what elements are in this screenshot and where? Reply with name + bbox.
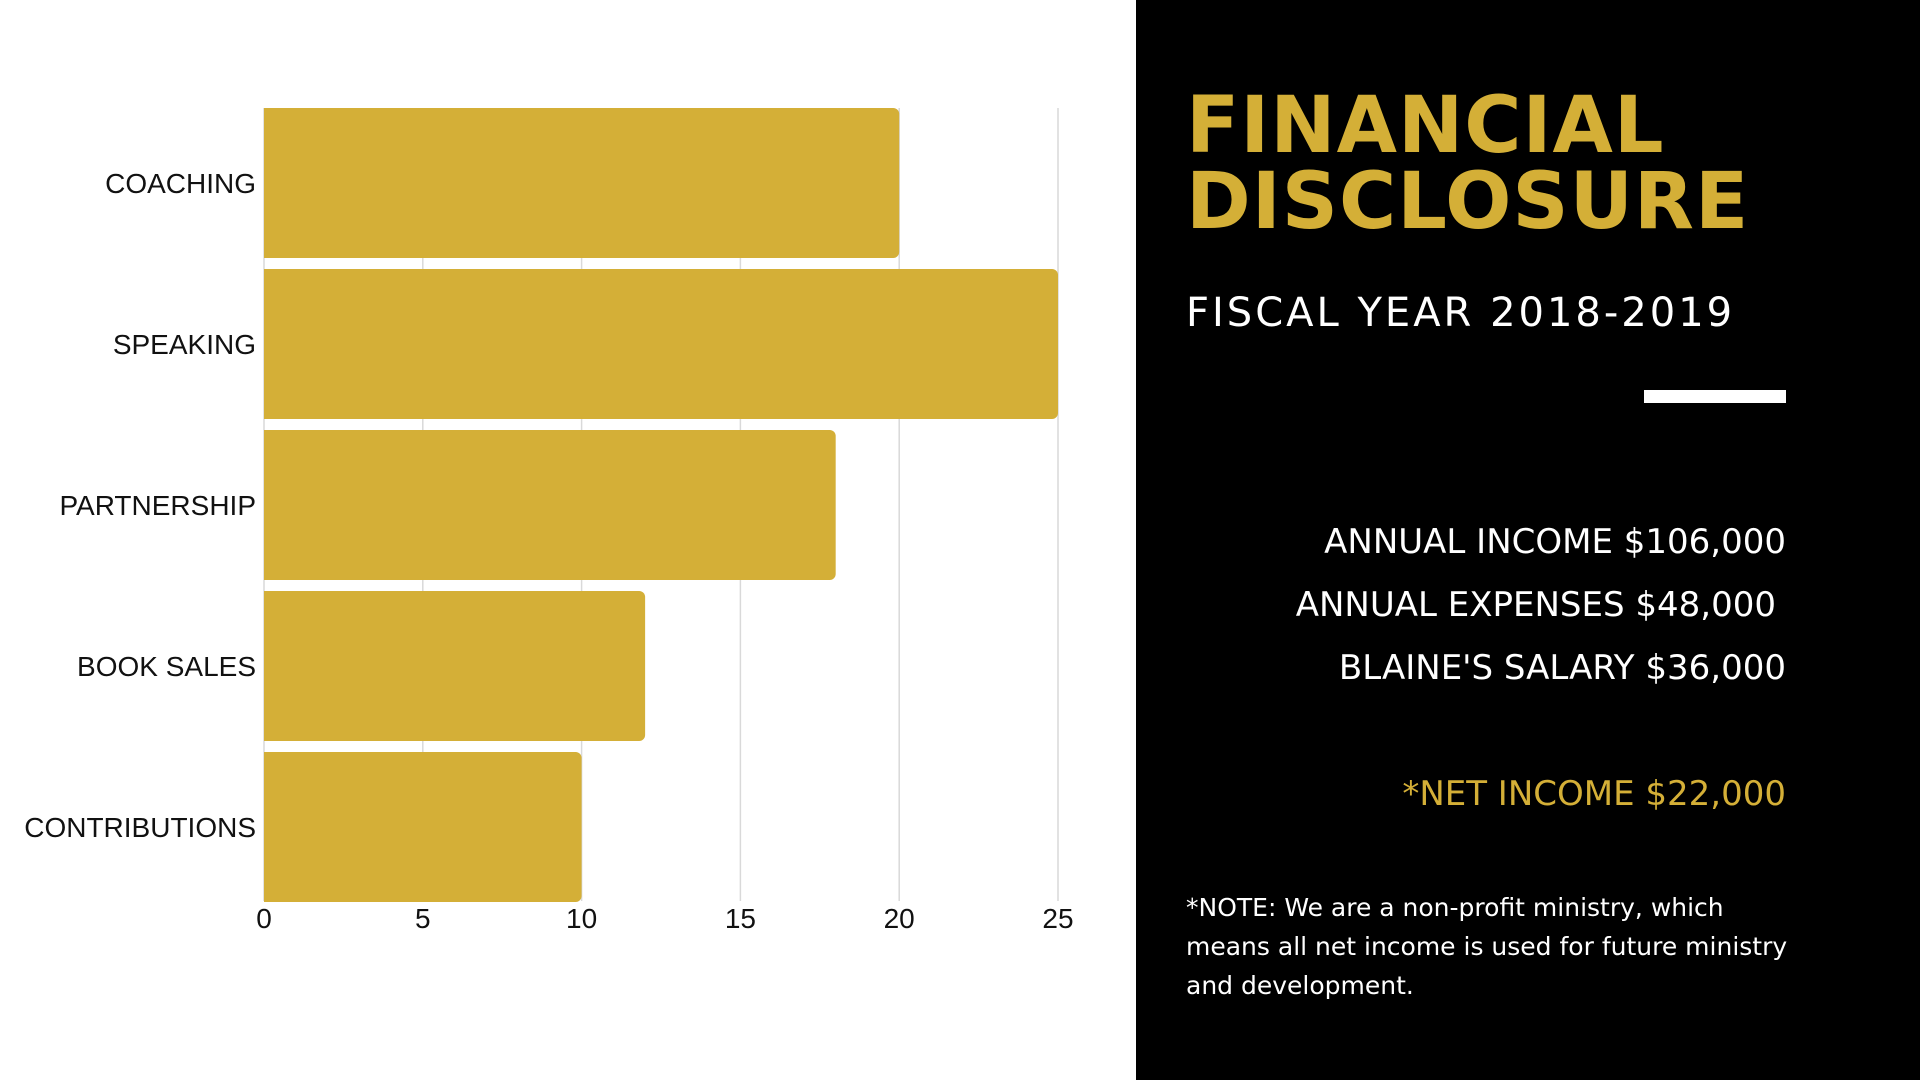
category-label: COACHING — [105, 168, 256, 199]
category-label: PARTNERSHIP — [59, 490, 256, 521]
category-label: BOOK SALES — [77, 651, 256, 682]
x-tick-label: 10 — [566, 903, 597, 934]
x-tick-label: 15 — [725, 903, 756, 934]
net-income: *NET INCOME $22,000 — [1402, 774, 1786, 814]
tick-labels: 0 5 10 15 20 25 — [256, 903, 1073, 934]
category-label: CONTRIBUTIONS — [24, 812, 256, 843]
x-tick-label: 0 — [256, 903, 272, 934]
x-tick-label: 25 — [1042, 903, 1073, 934]
bars — [263, 108, 1058, 902]
bar-coaching — [264, 108, 900, 258]
page-title: FINANCIAL DISCLOSURE — [1186, 81, 1750, 247]
bar-speaking — [264, 269, 1058, 419]
fiscal-year-subtitle: FISCAL YEAR 2018-2019 — [1186, 290, 1736, 336]
x-tick-label: 20 — [884, 903, 915, 934]
annual-expenses: ANNUAL EXPENSES $48,000 — [1295, 585, 1776, 625]
disclosure-panel: FINANCIAL DISCLOSURE FISCAL YEAR 2018-20… — [1136, 0, 1920, 1080]
note-text: *NOTE: We are a non-profit ministry, whi… — [1186, 893, 1788, 1000]
divider — [1644, 390, 1786, 403]
title-line-1: FINANCIAL — [1186, 81, 1665, 171]
salary: BLAINE'S SALARY $36,000 — [1338, 648, 1786, 688]
annual-income: ANNUAL INCOME $106,000 — [1324, 522, 1786, 562]
category-labels: COACHING SPEAKING PARTNERSHIP BOOK SALES CON… — [24, 168, 256, 843]
x-tick-label: 5 — [415, 903, 431, 934]
chart-svg: COACHING SPEAKING PARTNERSHIP BOOK SALES CON… — [24, 108, 1074, 934]
title-line-2: DISCLOSURE — [1186, 157, 1750, 247]
category-label: SPEAKING — [113, 329, 256, 360]
bar-partnership — [264, 430, 836, 580]
bar-book-sales — [264, 591, 646, 741]
bar-contributions — [263, 752, 582, 902]
bar-chart: COACHING SPEAKING PARTNERSHIP BOOK SALES CON… — [24, 108, 1074, 934]
